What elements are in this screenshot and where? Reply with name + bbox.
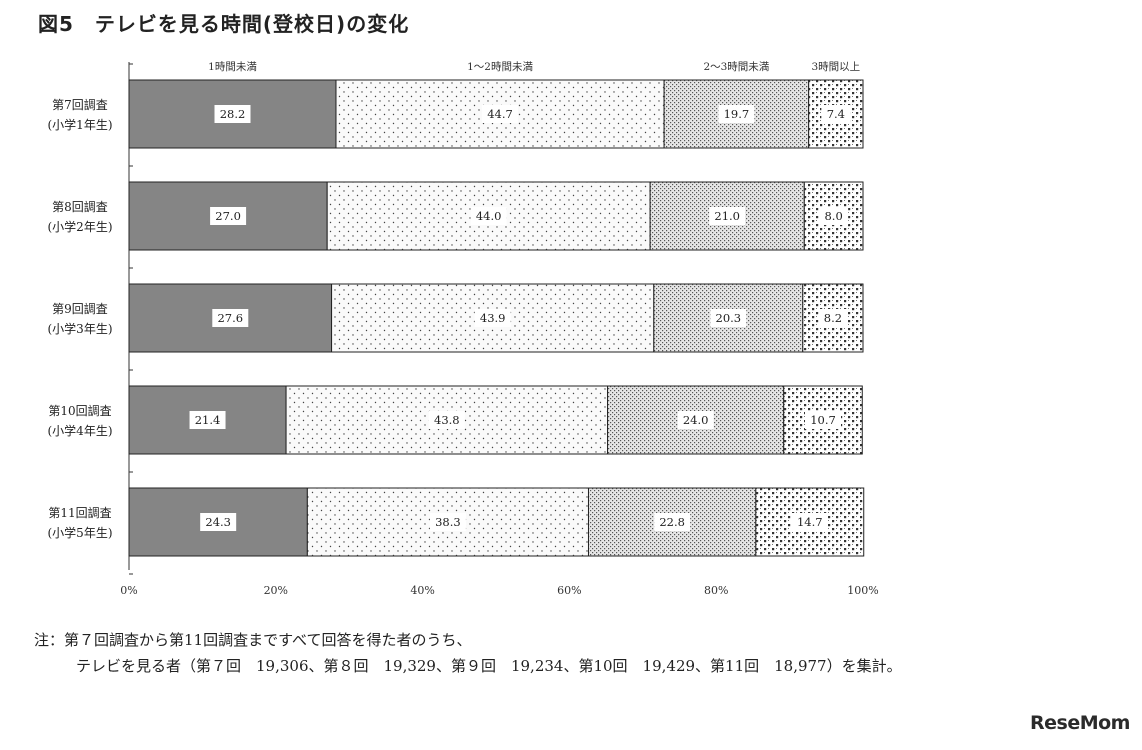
value-label-bg [710,309,747,327]
x-tick-label: 60% [557,584,581,597]
value-label-bg [189,411,226,429]
value-label: 21.0 [714,209,740,223]
category-sublabel: (小学4年生) [48,423,113,438]
category-label: 第8回調査 [52,200,108,214]
legend-label: 2～3時間未満 [703,61,769,73]
value-label: 22.8 [659,515,685,529]
value-label-bg [474,309,511,327]
footnote: 注：第７回調査から第11回調査まですべて回答を得た者のうち、 テレビを見る者（第… [34,627,902,679]
category-sublabel: (小学1年生) [48,117,113,132]
value-label-bg [429,513,466,531]
category-sublabel: (小学5年生) [48,525,113,540]
value-label: 44.7 [487,107,513,121]
value-label-bg [214,105,251,123]
value-label-bg [709,207,746,225]
x-tick-label: 100% [847,584,878,597]
watermark-text: ReseMom [1030,712,1130,734]
value-label-bg [470,207,507,225]
value-label-bg [428,411,465,429]
value-label: 43.9 [480,311,506,325]
value-label-bg [804,411,841,429]
x-tick-label: 20% [264,584,288,597]
footnote-line-1: 注：第７回調査から第11回調査まですべて回答を得た者のうち、 [34,631,472,649]
value-label-bg [212,309,249,327]
value-label-bg [718,105,755,123]
value-label: 38.3 [435,515,461,529]
category-sublabel: (小学3年生) [48,321,113,336]
category-label: 第11回調査 [48,506,111,520]
value-label: 24.3 [205,515,231,529]
value-label-bg [818,309,848,327]
value-label: 21.4 [195,413,221,427]
value-label: 28.2 [220,107,246,121]
legend-label: 1～2時間未満 [467,61,533,73]
watermark-logo: ReseMom [1030,712,1130,734]
value-label: 27.0 [215,209,241,223]
x-tick-label: 40% [410,584,434,597]
stacked-bar-chart: 1時間未満 1～2時間未満 2～3時間未満 3時間以上 0% 20% 40% 60% 80% 1… [48,61,879,597]
value-label: 44.0 [476,209,502,223]
x-tick-label: 0% [120,584,137,597]
chart-title: 図5 テレビを見る時間(登校日)の変化 [38,12,410,36]
legend-label: 1時間未満 [208,61,257,73]
x-tick-label: 80% [704,584,728,597]
value-label: 24.0 [683,413,709,427]
footnote-line-2: テレビを見る者（第７回 19,306、第８回 19,329、第９回 19,234… [76,657,902,675]
value-label: 8.0 [824,209,842,223]
value-label-bg [482,105,519,123]
value-label-bg [819,207,849,225]
category-sublabel: (小学2年生) [48,219,113,234]
value-label: 10.7 [810,413,836,427]
value-label: 27.6 [217,311,243,325]
value-label-bg [791,513,828,531]
value-label-bg [654,513,691,531]
value-label-bg [210,207,247,225]
value-label-bg [200,513,237,531]
value-label: 14.7 [797,515,823,529]
category-label: 第10回調査 [48,404,111,418]
category-label: 第7回調査 [52,98,108,112]
legend-label: 3時間以上 [811,61,860,73]
value-label-bg [677,411,714,429]
value-label: 7.4 [827,107,845,121]
category-label: 第9回調査 [52,302,108,316]
value-label: 43.8 [434,413,460,427]
value-label-bg [821,105,851,123]
value-label: 19.7 [724,107,750,121]
value-label: 8.2 [824,311,842,325]
value-label: 20.3 [716,311,742,325]
